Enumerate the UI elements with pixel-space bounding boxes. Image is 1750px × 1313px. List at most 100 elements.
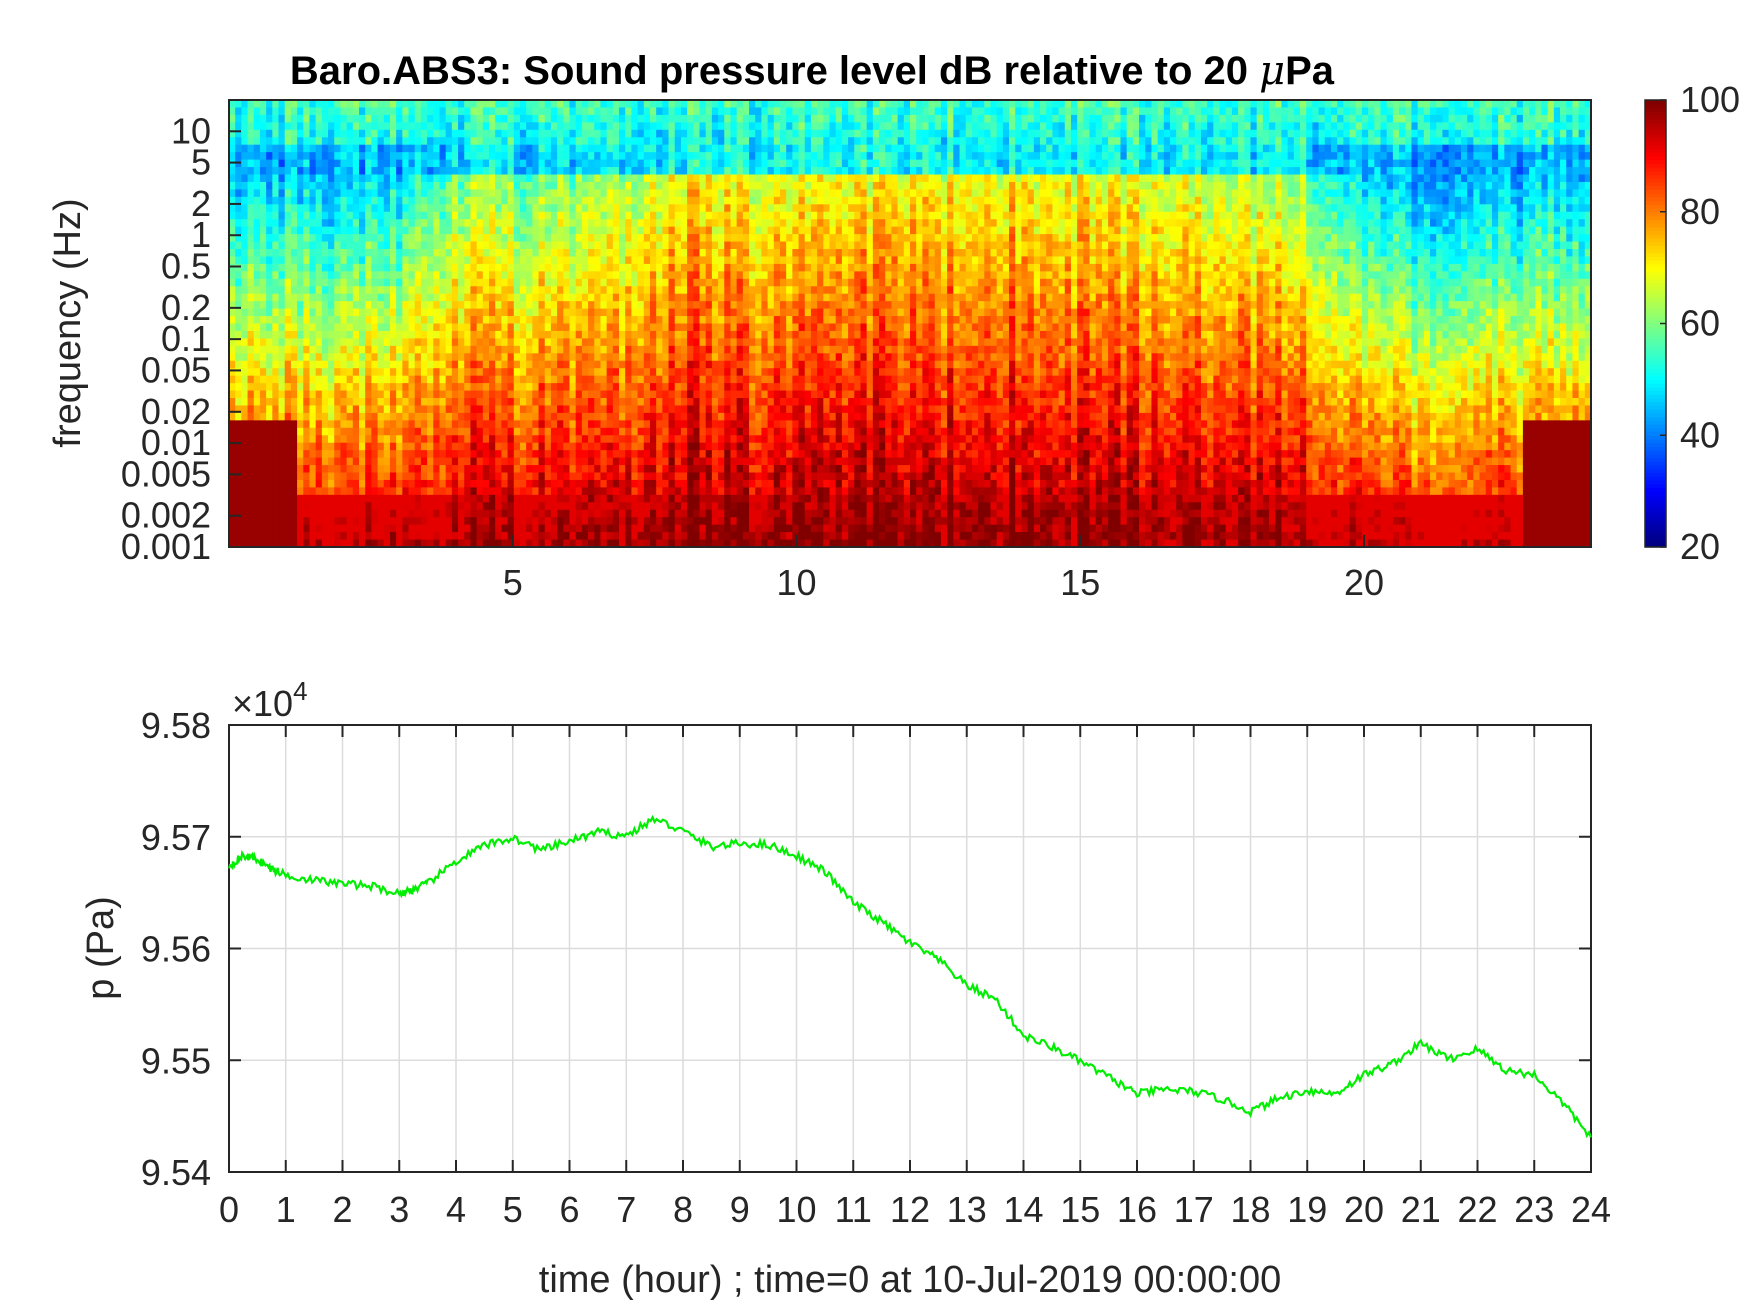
spectrogram-cell — [259, 479, 267, 488]
spectrogram-cell — [563, 353, 571, 362]
spectrogram-cell — [668, 420, 676, 429]
spectrogram-cell — [711, 398, 719, 407]
spectrogram-cell — [445, 211, 453, 220]
spectrogram-cell — [550, 263, 558, 272]
spectrogram-cell — [594, 472, 602, 481]
spectrogram-cell — [519, 129, 527, 138]
spectrogram-cell — [272, 129, 280, 138]
spectrogram-cell — [235, 338, 242, 347]
spectrogram-cell — [643, 375, 651, 384]
spectrogram-cell — [507, 249, 515, 258]
spectrogram-cell — [334, 100, 342, 109]
spectrogram-cell — [649, 539, 657, 548]
spectrogram-cell — [619, 293, 626, 302]
spectrogram-cell — [458, 465, 465, 474]
spectrogram-cell — [284, 316, 292, 325]
spectrogram-cell — [699, 330, 707, 339]
spectrogram-cell — [303, 159, 311, 168]
spectrogram-cell — [383, 420, 391, 429]
spectrogram-cell — [538, 360, 546, 369]
spectrogram-cell — [458, 509, 465, 518]
spectrogram-cell — [507, 398, 515, 407]
spectrogram-cell — [705, 137, 713, 146]
spectrogram-cell — [519, 107, 527, 116]
spectrogram-cell — [736, 256, 744, 265]
spectrogram-cell — [266, 278, 273, 287]
spectrogram-cell — [229, 107, 236, 116]
spectrogram-cell — [550, 338, 558, 347]
spectrogram-cell — [464, 256, 472, 265]
spectrogram-cell — [718, 219, 725, 228]
spectrogram-cell — [309, 353, 317, 362]
spectrogram-cell — [334, 204, 342, 213]
spectrogram-cell — [253, 196, 261, 205]
spectrogram-cell — [396, 345, 403, 354]
spectrogram-cell — [674, 278, 682, 287]
spectrogram-cell — [588, 167, 595, 176]
spectrogram-cell — [662, 107, 670, 116]
spectrogram-cell — [631, 144, 639, 153]
spectrogram-cell — [625, 323, 633, 332]
spectrogram-cell — [619, 479, 626, 488]
spectrogram-cell — [532, 137, 540, 146]
spectrogram-cell — [297, 427, 304, 436]
spectrogram-cell — [680, 450, 688, 459]
spectrogram-cell — [365, 316, 372, 325]
spectrogram-cell — [705, 435, 713, 444]
spectrogram-cell — [451, 316, 459, 325]
spectrogram-cell — [451, 263, 459, 272]
spectrogram-cell — [259, 532, 267, 541]
spectrogram-cell — [321, 435, 329, 444]
spectrogram-cell — [464, 412, 472, 421]
spectrogram-cell — [315, 405, 323, 414]
spectrogram-cell — [532, 360, 540, 369]
spectrogram-cell — [266, 412, 273, 421]
spectrogram-cell — [569, 375, 577, 384]
spectrogram-cell — [594, 219, 602, 228]
spectrogram-cell — [420, 494, 428, 503]
spectrogram-cell — [631, 122, 639, 131]
spectrogram-cell — [427, 509, 434, 518]
spectrogram-cell — [470, 412, 478, 421]
spectrogram-cell — [519, 181, 527, 190]
spectrogram-cell — [507, 293, 515, 302]
spectrogram-cell — [687, 174, 694, 183]
spectrogram-cell — [408, 524, 416, 533]
spectrogram-cell — [445, 390, 453, 399]
spectrogram-cell — [420, 330, 428, 339]
spectrogram-cell — [730, 256, 738, 265]
spectrogram-cell — [365, 137, 372, 146]
spectrogram-cell — [588, 405, 595, 414]
spectrogram-cell — [321, 256, 329, 265]
spectrogram-cell — [229, 114, 236, 123]
spectrogram-cell — [724, 226, 732, 235]
spectrogram-cell — [501, 450, 509, 459]
spectrogram-cell — [290, 509, 298, 518]
spectrogram-cell — [396, 137, 403, 146]
spectrogram-cell — [371, 308, 379, 317]
spectrogram-cell — [495, 308, 502, 317]
spectrogram-cell — [569, 286, 577, 295]
spectrogram-cell — [328, 226, 335, 235]
spectrogram-cell — [625, 189, 633, 198]
spectrogram-cell — [637, 330, 645, 339]
spectrogram-cell — [359, 368, 366, 377]
spectrogram-cell — [557, 427, 564, 436]
spectrogram-cell — [340, 345, 348, 354]
spectrogram-cell — [507, 360, 515, 369]
spectrogram-cell — [352, 465, 360, 474]
spectrogram-cell — [699, 509, 707, 518]
spectrogram-cell — [278, 256, 286, 265]
spectrogram-cell — [538, 286, 546, 295]
spectrogram-cell — [445, 465, 453, 474]
spectrogram-cell — [309, 368, 317, 377]
spectrogram-cell — [433, 241, 441, 250]
spectrogram-cell — [575, 472, 583, 481]
spectrogram-cell — [730, 450, 738, 459]
spectrogram-cell — [389, 167, 397, 176]
spectrogram-cell — [711, 524, 719, 533]
spectrogram-cell — [470, 316, 478, 325]
spectrogram-cell — [519, 249, 527, 258]
spectrogram-cell — [241, 532, 249, 541]
spectrogram-cell — [594, 278, 602, 287]
